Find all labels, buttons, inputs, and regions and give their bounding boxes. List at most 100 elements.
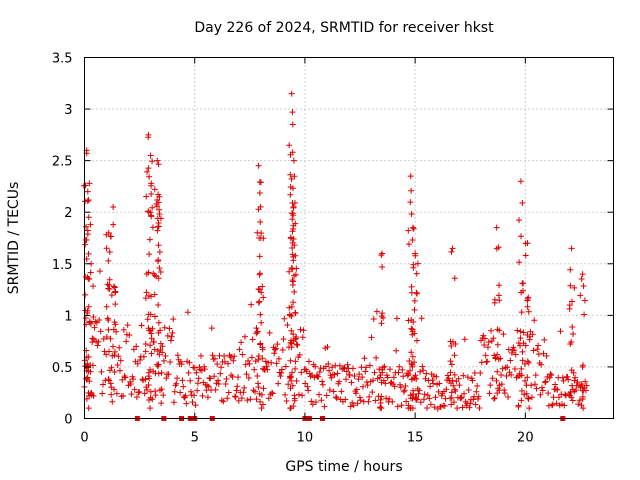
data-point	[149, 396, 156, 403]
data-point	[391, 383, 398, 390]
data-point	[472, 401, 479, 408]
data-point	[466, 404, 473, 411]
data-point	[436, 380, 443, 387]
data-point	[85, 197, 92, 204]
data-point	[156, 206, 163, 213]
data-point	[290, 403, 297, 410]
data-point	[349, 365, 356, 372]
data-point	[410, 225, 417, 232]
data-point	[572, 374, 579, 381]
data-point	[300, 327, 307, 334]
data-point	[448, 343, 455, 350]
data-point	[512, 351, 519, 358]
data-point	[515, 402, 522, 409]
data-point	[318, 397, 325, 404]
data-point	[474, 382, 481, 389]
data-point	[286, 373, 293, 380]
data-point	[552, 386, 559, 393]
data-point	[148, 213, 155, 220]
data-point	[412, 372, 419, 379]
data-point	[218, 397, 225, 404]
data-point	[156, 193, 163, 200]
data-point	[114, 362, 121, 369]
data-point	[370, 377, 377, 384]
data-point	[516, 217, 523, 224]
data-point	[259, 355, 266, 362]
data-point	[256, 253, 263, 260]
data-point	[426, 395, 433, 402]
data-point	[400, 388, 407, 395]
data-point	[239, 351, 246, 358]
data-point	[494, 368, 501, 375]
data-point	[87, 221, 94, 228]
data-point	[256, 298, 263, 305]
data-point	[541, 336, 548, 343]
data-point	[292, 310, 299, 317]
data-point	[232, 393, 239, 400]
data-point	[285, 381, 292, 388]
data-point	[284, 322, 291, 329]
y-tick-label: 0.5	[52, 361, 73, 376]
data-point	[538, 361, 545, 368]
data-point	[413, 270, 420, 277]
data-point	[356, 371, 363, 378]
data-point	[533, 385, 540, 392]
data-point	[258, 391, 265, 398]
data-point	[518, 365, 525, 372]
data-point	[258, 289, 265, 296]
data-point	[120, 326, 127, 333]
data-point	[539, 387, 546, 394]
data-point	[206, 374, 213, 381]
data-point	[290, 225, 297, 232]
data-point	[259, 365, 266, 372]
data-point	[583, 382, 590, 389]
data-point	[264, 366, 271, 373]
data-point	[287, 191, 294, 198]
data-point	[113, 390, 120, 397]
data-point	[250, 387, 257, 394]
data-point	[420, 367, 427, 374]
data-point	[231, 353, 238, 360]
data-point	[280, 336, 287, 343]
data-point	[100, 381, 107, 388]
data-point	[214, 361, 221, 368]
data-point	[233, 387, 240, 394]
data-point	[86, 275, 93, 282]
data-point	[580, 283, 587, 290]
data-point	[155, 258, 162, 265]
data-point	[529, 331, 536, 338]
data-point	[450, 382, 457, 389]
data-point	[161, 324, 168, 331]
data-point	[108, 233, 115, 240]
data-point	[460, 372, 467, 379]
data-point	[579, 364, 586, 371]
data-point	[381, 363, 388, 370]
data-point	[238, 339, 245, 346]
x-tick-label: 10	[297, 431, 314, 446]
data-point	[278, 366, 285, 373]
data-point	[415, 390, 422, 397]
data-point	[141, 390, 148, 397]
data-point	[550, 394, 557, 401]
data-point	[107, 335, 114, 342]
data-point	[481, 342, 488, 349]
data-point	[189, 399, 196, 406]
data-point	[151, 291, 158, 298]
data-point	[86, 180, 93, 187]
data-point	[579, 271, 586, 278]
data-point	[217, 370, 224, 377]
data-point	[535, 342, 542, 349]
data-point	[119, 376, 126, 383]
data-point	[96, 316, 103, 323]
data-point	[274, 341, 281, 348]
data-point	[359, 374, 366, 381]
data-point	[82, 314, 89, 321]
data-point	[502, 364, 509, 371]
data-point	[347, 403, 354, 410]
data-point	[416, 387, 423, 394]
data-point	[155, 199, 162, 206]
data-point	[312, 399, 319, 406]
data-point	[229, 373, 236, 380]
data-point	[354, 400, 361, 407]
data-point	[289, 277, 296, 284]
